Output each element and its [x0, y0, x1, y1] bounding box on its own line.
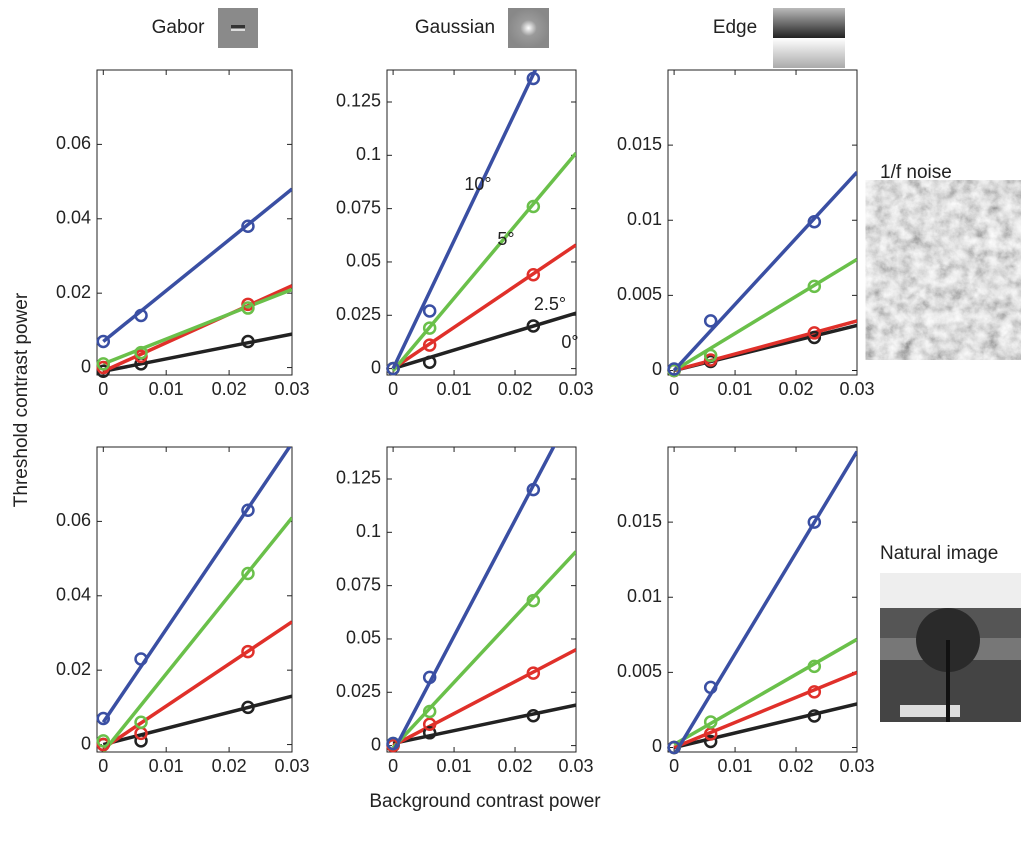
y-tick-label: 0.025 — [336, 304, 381, 324]
y-tick-label: 0.04 — [56, 208, 91, 228]
x-tick-label: 0 — [669, 379, 679, 399]
fit-line — [103, 622, 292, 748]
y-tick-label: 0.05 — [346, 251, 381, 271]
gaussian-thumbnail — [508, 8, 549, 48]
fit-line — [393, 705, 576, 743]
y-tick-label: 0.005 — [617, 284, 662, 304]
y-tick-label: 0.01 — [627, 586, 662, 606]
series-label: 5° — [497, 229, 514, 249]
fit-line — [674, 172, 857, 370]
x-tick-label: 0.03 — [839, 756, 874, 776]
column-title: Gaussian — [415, 17, 495, 38]
row-label: 1/f noise — [880, 162, 952, 183]
fit-line — [103, 518, 292, 752]
series-label: 2.5° — [534, 294, 566, 314]
y-tick-label: 0.005 — [617, 661, 662, 681]
series-label: 10° — [464, 174, 491, 194]
y-tick-label: 0 — [652, 736, 662, 756]
y-tick-label: 0.1 — [356, 144, 381, 164]
fit-line — [674, 639, 857, 744]
y-tick-label: 0.015 — [617, 511, 662, 531]
y-tick-label: 0.125 — [336, 91, 381, 111]
y-tick-label: 0.015 — [617, 134, 662, 154]
x-tick-label: 0.02 — [212, 379, 247, 399]
plot-area — [393, 404, 576, 752]
x-tick-label: 0.03 — [274, 756, 309, 776]
y-tick-label: 0 — [371, 734, 381, 754]
fit-line — [674, 259, 857, 370]
x-axis-title: Background contrast power — [369, 791, 601, 812]
plot-area — [103, 189, 292, 371]
y-tick-label: 0.02 — [56, 282, 91, 302]
plot-area — [674, 172, 857, 370]
data-point — [424, 306, 435, 317]
x-tick-label: 0.02 — [498, 379, 533, 399]
y-axis-title: Threshold contrast power — [11, 292, 32, 507]
x-tick-label: 0 — [98, 379, 108, 399]
y-tick-label: 0.01 — [627, 209, 662, 229]
fit-line — [103, 189, 292, 342]
data-point — [705, 315, 716, 326]
y-tick-label: 0.06 — [56, 510, 91, 530]
y-tick-label: 0 — [81, 733, 91, 753]
noise-image — [880, 195, 1021, 345]
fit-line — [103, 443, 292, 722]
x-tick-label: 0 — [388, 756, 398, 776]
x-tick-label: 0.03 — [839, 379, 874, 399]
y-tick-label: 0 — [81, 356, 91, 376]
x-tick-label: 0 — [669, 756, 679, 776]
row-label: Natural image — [880, 543, 998, 564]
x-tick-label: 0.03 — [558, 756, 593, 776]
x-tick-label: 0.02 — [498, 756, 533, 776]
y-tick-label: 0.025 — [336, 681, 381, 701]
x-tick-label: 0.01 — [718, 756, 753, 776]
x-tick-label: 0.01 — [149, 756, 184, 776]
y-tick-label: 0 — [652, 359, 662, 379]
edge-thumbnail — [773, 8, 845, 68]
x-tick-label: 0.01 — [437, 756, 472, 776]
figure: Threshold contrast power Background cont… — [0, 0, 1021, 842]
fit-line — [674, 321, 857, 371]
x-tick-label: 0 — [388, 379, 398, 399]
x-tick-label: 0.03 — [558, 379, 593, 399]
natural-image — [880, 573, 1021, 722]
x-tick-label: 0.03 — [274, 379, 309, 399]
y-tick-label: 0 — [371, 357, 381, 377]
x-tick-label: 0.01 — [718, 379, 753, 399]
plot-area — [674, 452, 857, 755]
y-tick-label: 0.075 — [336, 197, 381, 217]
column-title: Edge — [713, 17, 757, 38]
fit-line — [393, 404, 576, 752]
plot-box — [387, 70, 576, 375]
x-tick-label: 0.01 — [149, 379, 184, 399]
y-tick-label: 0.075 — [336, 574, 381, 594]
y-tick-label: 0.04 — [56, 585, 91, 605]
plot-box — [97, 447, 292, 752]
column-title: Gabor — [152, 17, 205, 38]
x-tick-label: 0.01 — [437, 379, 472, 399]
x-tick-label: 0.02 — [779, 756, 814, 776]
fit-line — [103, 696, 292, 744]
x-tick-label: 0 — [98, 756, 108, 776]
y-tick-label: 0.125 — [336, 468, 381, 488]
x-tick-label: 0.02 — [212, 756, 247, 776]
fit-line — [393, 313, 576, 368]
y-tick-label: 0.05 — [346, 628, 381, 648]
gabor-thumbnail — [218, 8, 258, 48]
plot-area — [103, 443, 292, 752]
y-tick-label: 0.1 — [356, 521, 381, 541]
series-label: 0° — [561, 332, 578, 352]
x-tick-label: 0.02 — [779, 379, 814, 399]
y-tick-label: 0.02 — [56, 659, 91, 679]
plot-box — [668, 447, 857, 752]
y-tick-label: 0.06 — [56, 133, 91, 153]
